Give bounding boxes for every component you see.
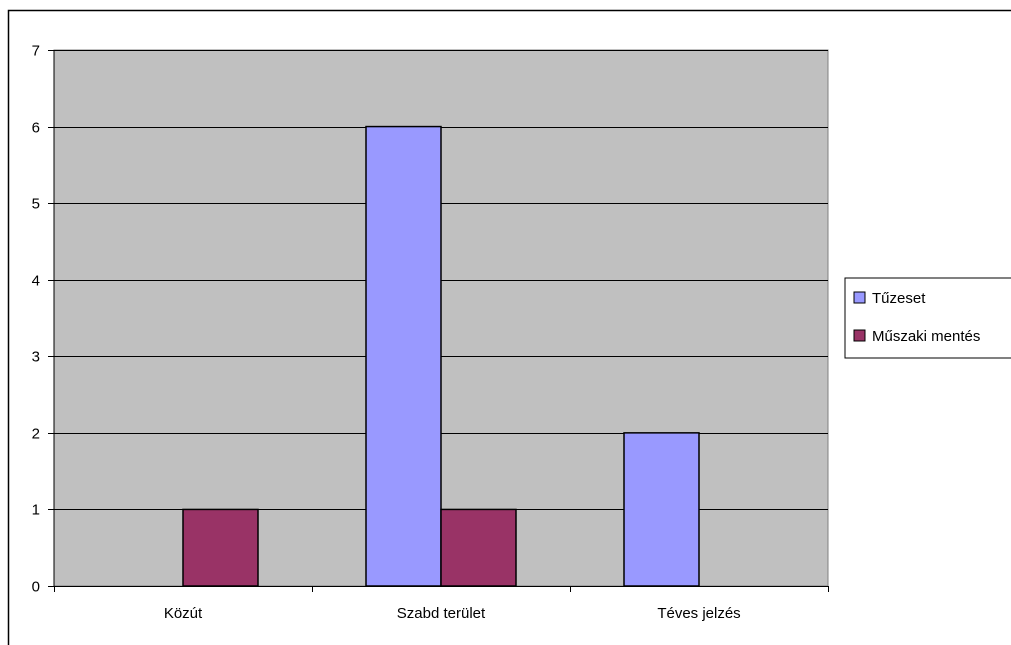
y-tick-label: 1 xyxy=(32,502,40,519)
legend: Tűzeset Műszaki mentés xyxy=(844,277,1011,359)
legend-label: Tűzeset xyxy=(872,290,926,307)
bar-muszaki-mentes xyxy=(440,508,517,587)
y-tick-label: 5 xyxy=(32,196,40,213)
legend-swatch xyxy=(853,329,866,342)
y-tick-label: 0 xyxy=(32,579,40,596)
legend-box xyxy=(844,277,1011,359)
x-tick-label: Téves jelzés xyxy=(657,605,740,622)
x-tick-label: Közút xyxy=(164,605,203,622)
y-tick-label: 6 xyxy=(32,120,40,137)
axes: 0 1 2 3 4 5 6 7 Közút Szabd terület Téves jelzés xyxy=(32,43,829,622)
legend-label: Műszaki mentés xyxy=(872,328,980,345)
bar-tuzeset xyxy=(623,432,700,587)
y-tick-label: 2 xyxy=(32,426,40,443)
x-tick-label: Szabd terület xyxy=(397,605,486,622)
bar-muszaki-mentes xyxy=(182,508,259,587)
y-tick-label: 7 xyxy=(32,43,40,60)
y-tick-label: 4 xyxy=(32,273,40,290)
legend-swatch xyxy=(853,291,866,304)
y-tick-label: 3 xyxy=(32,349,40,366)
bar-tuzeset xyxy=(365,125,442,587)
bars xyxy=(182,125,700,587)
